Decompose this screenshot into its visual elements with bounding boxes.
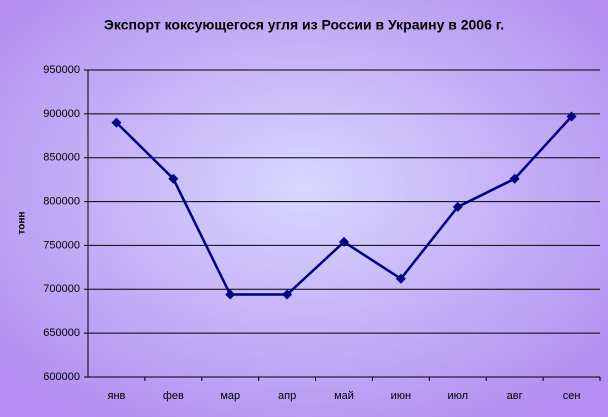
y-tick-label: 950000 <box>43 64 80 76</box>
marker <box>111 117 122 128</box>
marker <box>395 273 406 284</box>
marker <box>452 201 463 212</box>
y-tick-label: 600000 <box>43 371 80 383</box>
marker <box>282 289 293 300</box>
y-tick-label: 700000 <box>43 283 80 295</box>
x-tick-label: июн <box>391 390 411 402</box>
x-tick-label: май <box>334 390 354 402</box>
marker <box>339 236 349 247</box>
x-tick-label: июл <box>447 390 468 402</box>
x-tick-label: апр <box>278 390 296 402</box>
y-tick-label: 900000 <box>43 108 80 120</box>
y-tick-label: 750000 <box>43 239 80 251</box>
marker <box>225 289 236 300</box>
x-tick-label: янв <box>108 390 126 402</box>
x-tick-label: фев <box>163 390 184 402</box>
x-tick-label: мар <box>220 390 240 402</box>
x-tick-label: авг <box>507 390 523 402</box>
y-axis-label: тонн <box>17 212 28 235</box>
x-tick-label: сен <box>563 390 581 402</box>
marker <box>509 173 520 184</box>
chart-title: Экспорт коксующегося угля из России в Ук… <box>104 17 504 33</box>
marker <box>566 111 577 122</box>
y-tick-label: 800000 <box>43 195 80 207</box>
y-tick-label: 650000 <box>43 327 80 339</box>
y-tick-label: 850000 <box>43 152 80 164</box>
marker <box>168 173 179 184</box>
